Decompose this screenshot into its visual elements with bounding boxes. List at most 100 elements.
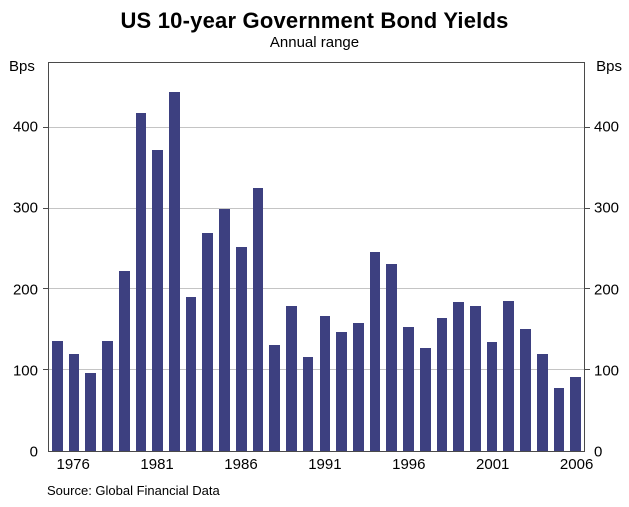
bar-1984 — [202, 232, 214, 451]
bar-slot-1979 — [116, 63, 133, 451]
bar-slot-2003 — [517, 63, 534, 451]
bar-slot-1995 — [383, 63, 400, 451]
x-tick-label-1996: 1996 — [392, 456, 426, 473]
bar-2005 — [553, 387, 565, 451]
bar-2003 — [520, 328, 531, 451]
y-axis-left: 0 100 200 300 400 — [0, 62, 43, 461]
bar-1978 — [102, 341, 113, 451]
bar-slot-1993 — [350, 63, 367, 451]
gridline-300 — [49, 207, 584, 209]
bar-slot-2000 — [467, 63, 484, 451]
bar-slot-1996 — [400, 63, 417, 451]
bar-1993 — [352, 323, 364, 451]
bar-slot-2002 — [500, 63, 517, 451]
bar-slot-2004 — [534, 63, 551, 451]
y-tick-left-100 — [43, 369, 48, 371]
bar-1985 — [219, 208, 230, 451]
y-axis-right: 0 100 200 300 400 — [589, 62, 629, 461]
bar-slot-1982 — [166, 63, 183, 451]
bar-1992 — [336, 332, 347, 451]
bar-2000 — [469, 306, 481, 451]
bar-slot-1978 — [99, 63, 116, 451]
bar-slot-2001 — [484, 63, 501, 451]
bar-2002 — [503, 300, 515, 451]
x-tick-label-1976: 1976 — [56, 456, 90, 473]
bar-slot-1986 — [233, 63, 250, 451]
bar-slot-1981 — [149, 63, 166, 451]
bar-1998 — [436, 317, 448, 451]
bar-series — [49, 63, 584, 451]
y-tick-right-400 — [585, 126, 590, 128]
y-unit-label-right: Bps — [596, 58, 622, 75]
gridline-200 — [49, 288, 584, 290]
bar-slot-2006 — [567, 63, 584, 451]
bar-1981 — [152, 149, 164, 451]
bar-slot-1975 — [49, 63, 66, 451]
y-tick-right-200 — [585, 288, 590, 290]
bar-1999 — [453, 302, 464, 451]
plot-area — [43, 62, 590, 452]
bar-1983 — [185, 296, 197, 451]
bar-1976 — [68, 354, 80, 451]
x-tick-label-2001: 2001 — [476, 456, 510, 473]
bar-1990 — [302, 357, 314, 451]
chart-subtitle: Annual range — [269, 34, 360, 51]
bar-1979 — [118, 270, 130, 451]
bar-1975 — [52, 341, 63, 451]
bar-1994 — [369, 252, 381, 451]
y-tick-right-100 — [585, 369, 590, 371]
bar-slot-1976 — [66, 63, 83, 451]
bar-slot-1997 — [417, 63, 434, 451]
y-tick-label-left-200: 200 — [12, 281, 38, 298]
bar-2004 — [536, 354, 548, 451]
y-tick-label-right-200: 200 — [594, 281, 620, 298]
bar-slot-1994 — [367, 63, 384, 451]
x-axis: 1976 1981 1986 1991 1996 2001 2006 — [48, 456, 593, 476]
gridline-400 — [49, 126, 584, 128]
x-tick-label-1991: 1991 — [308, 456, 342, 473]
bar-slot-1989 — [283, 63, 300, 451]
y-tick-left-300 — [43, 207, 48, 209]
x-tick-label-1986: 1986 — [224, 456, 258, 473]
source-note: Source: Global Financial Data — [47, 483, 220, 498]
bar-slot-1983 — [183, 63, 200, 451]
bar-slot-1999 — [450, 63, 467, 451]
x-tick-label-2006: 2006 — [559, 456, 594, 473]
bar-slot-1992 — [333, 63, 350, 451]
bar-1988 — [269, 345, 281, 451]
bar-2006 — [570, 377, 581, 451]
y-tick-label-right-300: 300 — [594, 199, 620, 217]
bar-slot-1990 — [300, 63, 317, 451]
y-tick-label-left-100: 100 — [12, 362, 38, 380]
bar-slot-2005 — [551, 63, 568, 451]
bar-1997 — [419, 347, 431, 451]
bar-slot-1998 — [434, 63, 451, 451]
y-tick-left-400 — [43, 126, 48, 128]
y-tick-label-right-400: 400 — [594, 118, 620, 136]
bar-slot-1991 — [317, 63, 334, 451]
bar-1977 — [85, 373, 97, 451]
bar-slot-1980 — [133, 63, 150, 451]
chart-title: US 10-year Government Bond Yields — [120, 8, 509, 33]
y-tick-label-right-100: 100 — [594, 362, 620, 380]
bar-1989 — [286, 306, 297, 451]
gridline-100 — [49, 369, 584, 371]
y-tick-label-left-300: 300 — [12, 199, 38, 217]
x-tick-label-1981: 1981 — [140, 456, 174, 473]
y-unit-label-left: Bps — [9, 58, 35, 75]
bar-slot-1988 — [266, 63, 283, 451]
y-tick-label-right-0: 0 — [594, 443, 603, 461]
bar-1995 — [386, 264, 398, 451]
bar-1980 — [135, 113, 147, 451]
bar-slot-1987 — [250, 63, 267, 451]
bar-slot-1985 — [216, 63, 233, 451]
bar-1987 — [252, 188, 264, 451]
y-tick-right-300 — [585, 207, 590, 209]
bar-1982 — [169, 92, 180, 451]
bar-2001 — [486, 341, 498, 451]
y-tick-label-left-400: 400 — [12, 118, 38, 136]
y-tick-left-200 — [43, 288, 48, 290]
bar-1996 — [403, 326, 414, 451]
bar-1991 — [319, 316, 331, 451]
